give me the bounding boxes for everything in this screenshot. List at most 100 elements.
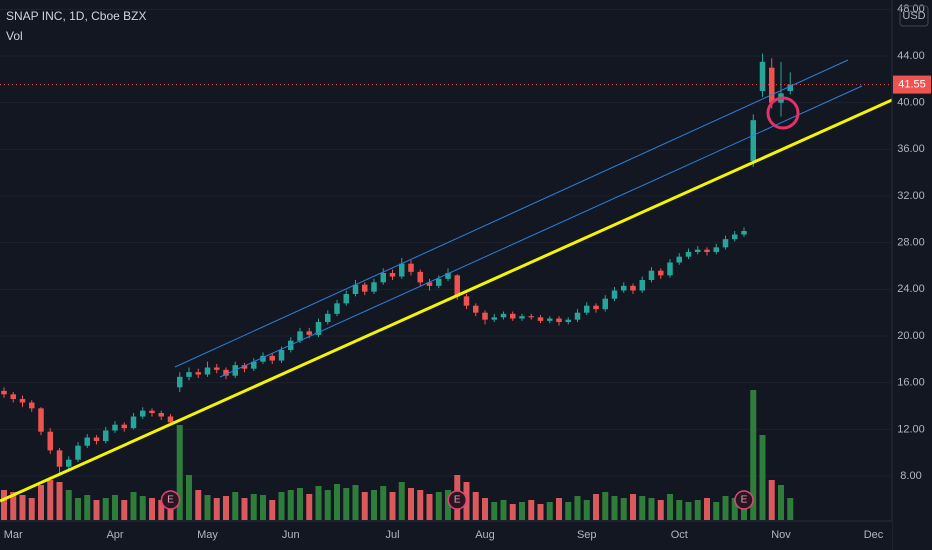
volume-bar <box>389 492 396 520</box>
volume-bar <box>667 494 673 520</box>
volume-bar <box>352 485 359 520</box>
candle-body <box>584 305 590 313</box>
volume-bar <box>112 495 118 520</box>
volume-bar <box>556 498 562 520</box>
volume-bar <box>1 490 7 520</box>
volume-bar <box>787 498 794 520</box>
volume-bar <box>565 502 572 520</box>
x-tick-label: Sep <box>577 529 597 541</box>
candle-body <box>593 305 599 310</box>
candle-body <box>93 437 100 442</box>
candle-body <box>149 410 155 414</box>
candle-body <box>214 367 220 370</box>
channel-upper <box>174 59 849 368</box>
volume-bar <box>491 502 498 520</box>
candle-body <box>574 312 581 320</box>
candle-body <box>519 316 525 319</box>
y-tick-label: 36.00 <box>897 143 925 155</box>
volume-bar <box>713 502 720 520</box>
volume-bar <box>574 496 581 520</box>
volume-bar <box>324 490 331 520</box>
volume-bar <box>472 492 479 520</box>
earnings-label: E <box>454 495 461 506</box>
candle-body <box>112 424 118 431</box>
candle-body <box>787 84 793 92</box>
candle-body <box>741 231 747 235</box>
candle-body <box>10 394 16 400</box>
volume-bar <box>750 390 757 520</box>
candle-body <box>84 437 90 446</box>
candle-body <box>445 273 451 279</box>
candle-body <box>121 424 127 429</box>
time-axis <box>0 521 892 550</box>
candle-body <box>56 450 63 467</box>
candle-body <box>630 285 636 291</box>
candle-body <box>260 355 266 362</box>
candle-body <box>352 284 359 295</box>
volume-bar <box>130 492 137 520</box>
volume-bar <box>408 488 414 520</box>
candle-body <box>602 298 608 310</box>
candle-body <box>186 372 192 377</box>
volume-bar <box>482 498 488 520</box>
candle-body <box>769 67 775 103</box>
indicator-label: Vol <box>6 29 23 43</box>
volume-bar <box>694 500 701 520</box>
volume-bar <box>232 492 239 520</box>
volume-bar <box>361 492 368 520</box>
candle-body <box>556 318 562 323</box>
candle-body <box>695 249 701 253</box>
candle-body <box>140 410 146 417</box>
volume-bar <box>56 482 63 520</box>
volume-bar <box>445 490 451 520</box>
candle-body <box>648 270 655 281</box>
volume-bar <box>676 500 683 520</box>
volume-bar <box>315 486 322 520</box>
volume-bar <box>380 486 387 520</box>
volume-bar <box>213 498 220 520</box>
volume-bar <box>241 498 248 520</box>
candle-body <box>75 445 81 460</box>
candle-body <box>306 331 312 335</box>
candle-body <box>158 413 164 417</box>
candle-body <box>204 367 211 375</box>
candle-body <box>611 290 618 299</box>
volume-bar <box>648 498 655 520</box>
volume-bar <box>260 495 266 520</box>
x-tick-label: Apr <box>106 529 123 541</box>
volume-bar <box>528 500 535 520</box>
volume-bar <box>593 494 599 520</box>
currency-box[interactable] <box>899 5 929 27</box>
candle-body <box>463 296 470 306</box>
candle-body <box>29 402 35 409</box>
candle-body <box>269 355 275 361</box>
volume-bar <box>639 496 646 520</box>
volume-bar <box>278 492 285 520</box>
candle-body <box>130 416 137 429</box>
volume-bar <box>741 500 747 520</box>
volume-bar <box>546 502 553 520</box>
volume-bar <box>759 435 766 520</box>
volume-bar <box>149 498 155 520</box>
volume-bar <box>343 488 350 520</box>
candle-body <box>19 399 26 403</box>
y-tick-label: 16.00 <box>897 377 925 389</box>
volume-bar <box>38 485 44 520</box>
y-tick-label: 20.00 <box>897 330 925 342</box>
volume-bar <box>371 490 377 520</box>
candle-body <box>500 313 507 318</box>
x-tick-label: Aug <box>475 529 495 541</box>
volume-bar <box>121 500 128 520</box>
volume-bar <box>204 495 211 520</box>
x-tick-label: Jun <box>282 529 300 541</box>
earnings-marker <box>160 490 181 510</box>
currency[interactable]: USD <box>902 10 925 22</box>
volume-bar <box>722 496 729 520</box>
candle-body <box>528 316 534 318</box>
candle-body <box>722 239 729 248</box>
volume-bar <box>297 488 303 520</box>
volume-bar <box>269 500 276 520</box>
candle-body <box>676 256 682 263</box>
volume-bar <box>306 494 313 520</box>
volume-bar <box>685 502 692 520</box>
